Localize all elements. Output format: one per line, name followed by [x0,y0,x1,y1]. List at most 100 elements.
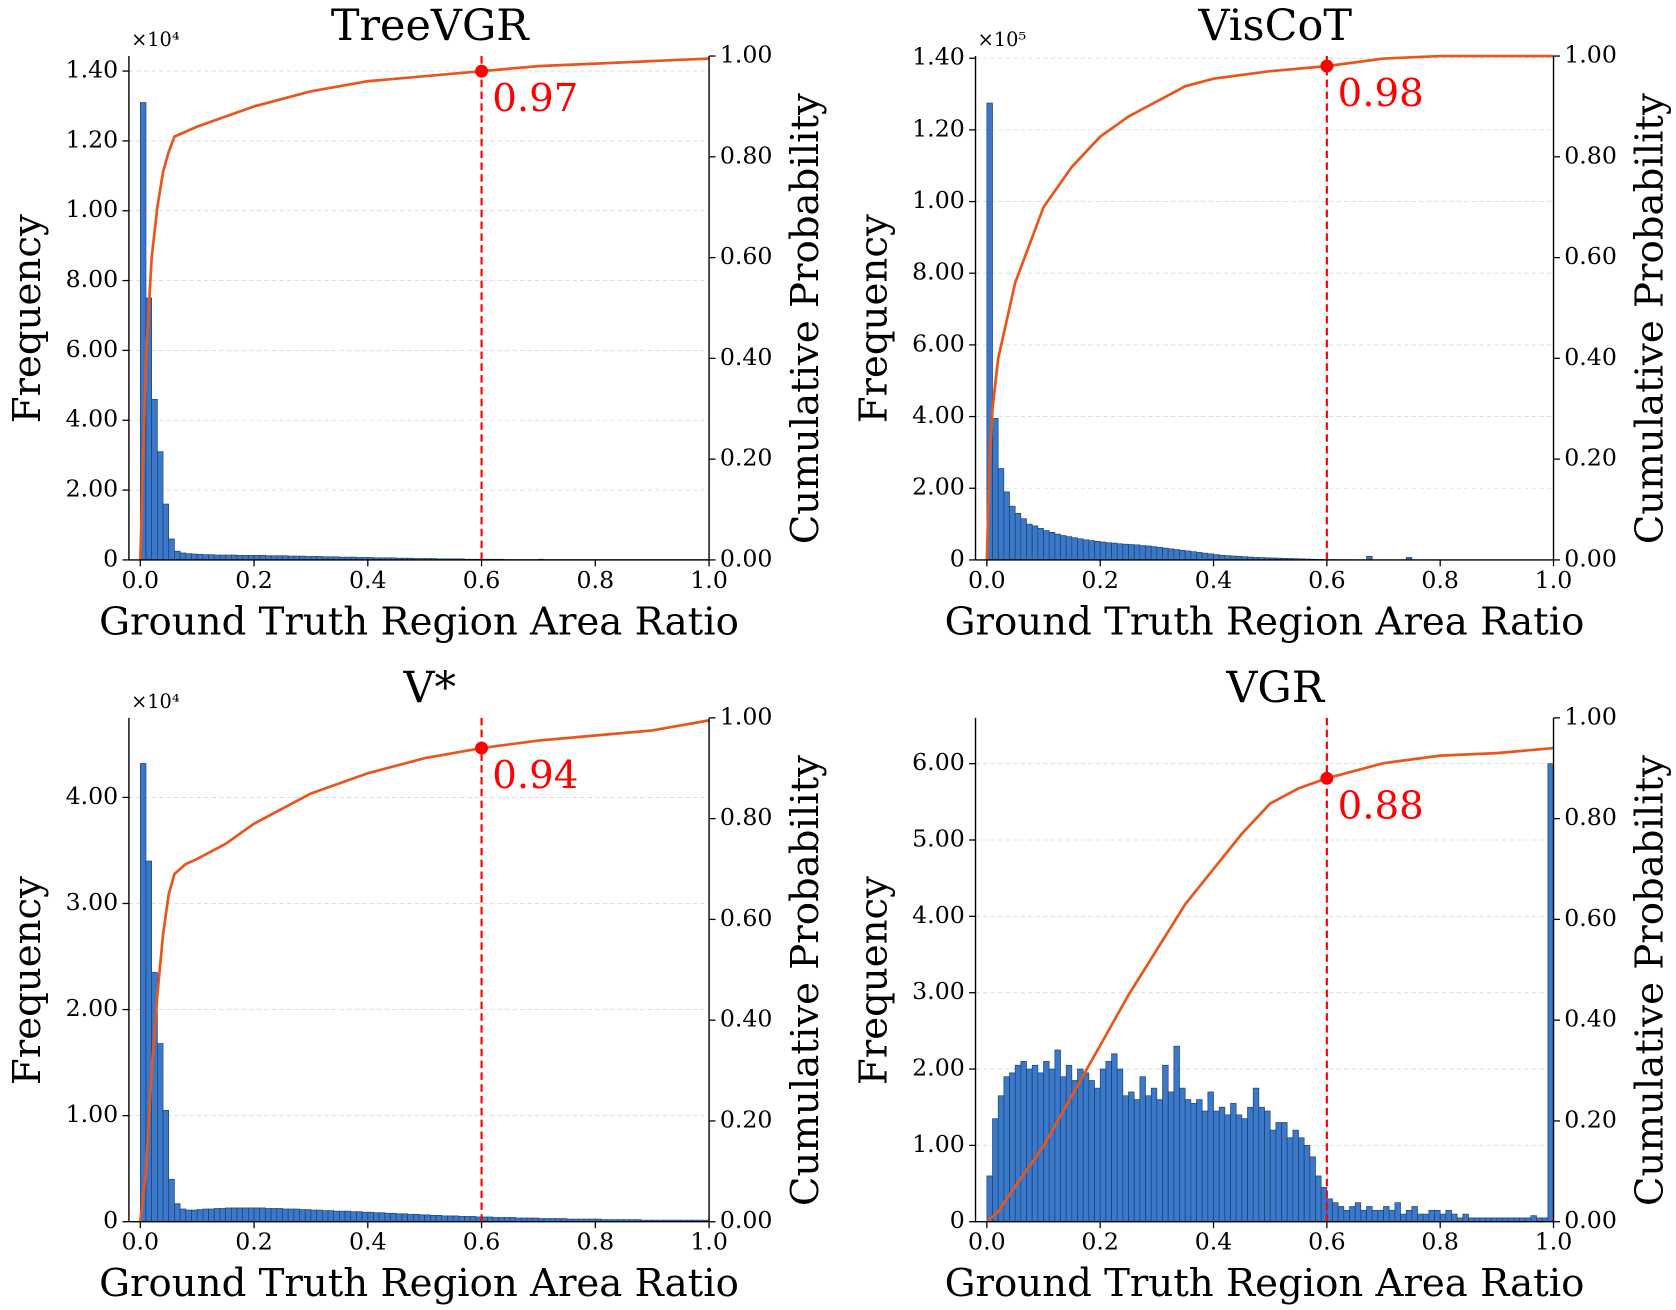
histogram-bar [208,554,215,561]
histogram-bar [1150,1087,1158,1223]
histogram-bar [1196,552,1203,561]
histogram-bar [1173,1045,1180,1223]
histogram-bar [265,1208,272,1223]
y2-tick-label: 0.20 [1564,444,1617,472]
histogram-bar [469,1216,477,1223]
histogram-bar [1031,525,1039,561]
offset-text: ×10⁴ [131,28,180,51]
histogram-bar [1213,554,1220,561]
histogram-bar [1054,1049,1061,1223]
histogram-bar [1156,547,1163,561]
histogram-bar [1201,1110,1209,1223]
histogram-bar [1128,544,1135,561]
histogram-bar [1026,1068,1033,1223]
histogram-bar [1088,540,1095,561]
chart-title: TreeVGR [331,1,530,51]
histogram-bar [333,1210,340,1223]
y2-tick-label: 0.60 [720,904,773,932]
histogram-bar [1020,1061,1027,1223]
histogram-bar [1145,1095,1152,1223]
histogram-bar [1366,1206,1373,1223]
histogram-bar [1241,1118,1248,1223]
histogram-bar [1065,536,1073,561]
y2-axis-label: Cumulative Probability [1627,755,1672,1206]
y-axis-label: Frequency [5,214,50,423]
histogram-bar [378,1212,386,1223]
histogram-bar [168,538,175,561]
histogram-bar [1122,543,1129,561]
y2-tick-label: 0.80 [720,141,773,169]
histogram-bar [1230,1103,1237,1223]
histogram-bar [1207,553,1214,561]
y-tick-label: 2.00 [912,473,965,501]
histogram-bar [242,1207,249,1223]
x-tick-label: 1.0 [690,566,728,594]
y-tick-label: 1.20 [912,114,965,142]
y2-tick-label: 0.00 [1564,544,1617,572]
y2-tick-label: 0.00 [1564,1206,1617,1234]
y2-tick-label: 0.60 [1564,242,1617,270]
y2-tick-label: 1.00 [1564,702,1617,730]
x-axis-label: Ground Truth Region Area Ratio [945,1261,1585,1306]
histogram-bar [1133,544,1141,561]
histogram-bar [1105,542,1112,561]
histogram-bar [992,1118,999,1223]
y2-tick-label: 0.60 [1564,904,1617,932]
histogram-bar [1190,551,1197,561]
y2-axis-label: Cumulative Probability [783,755,828,1206]
x-tick-label: 0.2 [1081,1228,1119,1256]
x-tick-label: 0.6 [463,1228,501,1256]
histogram-bar [1003,491,1010,561]
histogram-bar [1048,532,1056,561]
histogram-bar [1105,1061,1112,1223]
histogram-bar [1173,549,1180,561]
histogram-bar [1275,1122,1282,1223]
histogram-bar [435,1215,443,1223]
histogram-bar [1298,1137,1305,1223]
histogram-bar [230,554,238,561]
histogram-bar [162,503,170,561]
histogram-bar [1207,1091,1214,1223]
histogram-bar [1218,1106,1226,1223]
histogram-bar [139,763,147,1223]
histogram-bar [1400,1213,1407,1223]
histogram-bar [441,1215,448,1223]
x-tick-label: 0.6 [1308,566,1346,594]
y-tick-label: 2.00 [66,475,119,503]
y-tick-label: 0 [950,1206,965,1234]
histogram-bar [157,1043,164,1223]
x-tick-label: 0.8 [1421,1228,1459,1256]
histogram-bar [191,553,198,561]
histogram-bar [1014,1064,1022,1223]
chart-title: VisCoT [1198,1,1353,51]
histogram-bar [1264,1110,1271,1223]
histogram-bar [1428,1209,1435,1223]
y2-tick-label: 1.00 [720,702,773,730]
offset-text: ×10⁵ [978,28,1027,51]
histogram-bar [1167,548,1175,561]
histogram-bar [1122,1095,1129,1223]
histogram-bar [219,554,226,561]
histogram-bar [1383,1206,1390,1223]
histogram-bar [992,418,999,561]
histogram-bar [1434,1209,1441,1223]
histogram-bar [185,1209,192,1223]
x-tick-label: 0.0 [122,1228,160,1256]
threshold-label: 0.94 [492,753,578,798]
histogram-bar [1547,763,1554,1223]
histogram-bar [270,1208,278,1223]
threshold-point [1320,771,1334,785]
histogram-bar [1088,1080,1095,1223]
histogram-bar [1258,1106,1265,1223]
y-tick-label: 1.00 [912,186,965,214]
histogram-bar [202,554,209,561]
offset-text: ×10⁴ [131,690,180,713]
y2-tick-label: 0.80 [1564,141,1617,169]
histogram-bar [1269,1129,1277,1223]
y2-tick-label: 1.00 [1564,41,1617,69]
histogram-bar [1349,1206,1356,1223]
y-tick-label: 0 [950,544,965,572]
histogram-bar [1054,533,1061,561]
x-tick-label: 0.8 [1421,566,1459,594]
histogram-bar [486,1216,494,1223]
